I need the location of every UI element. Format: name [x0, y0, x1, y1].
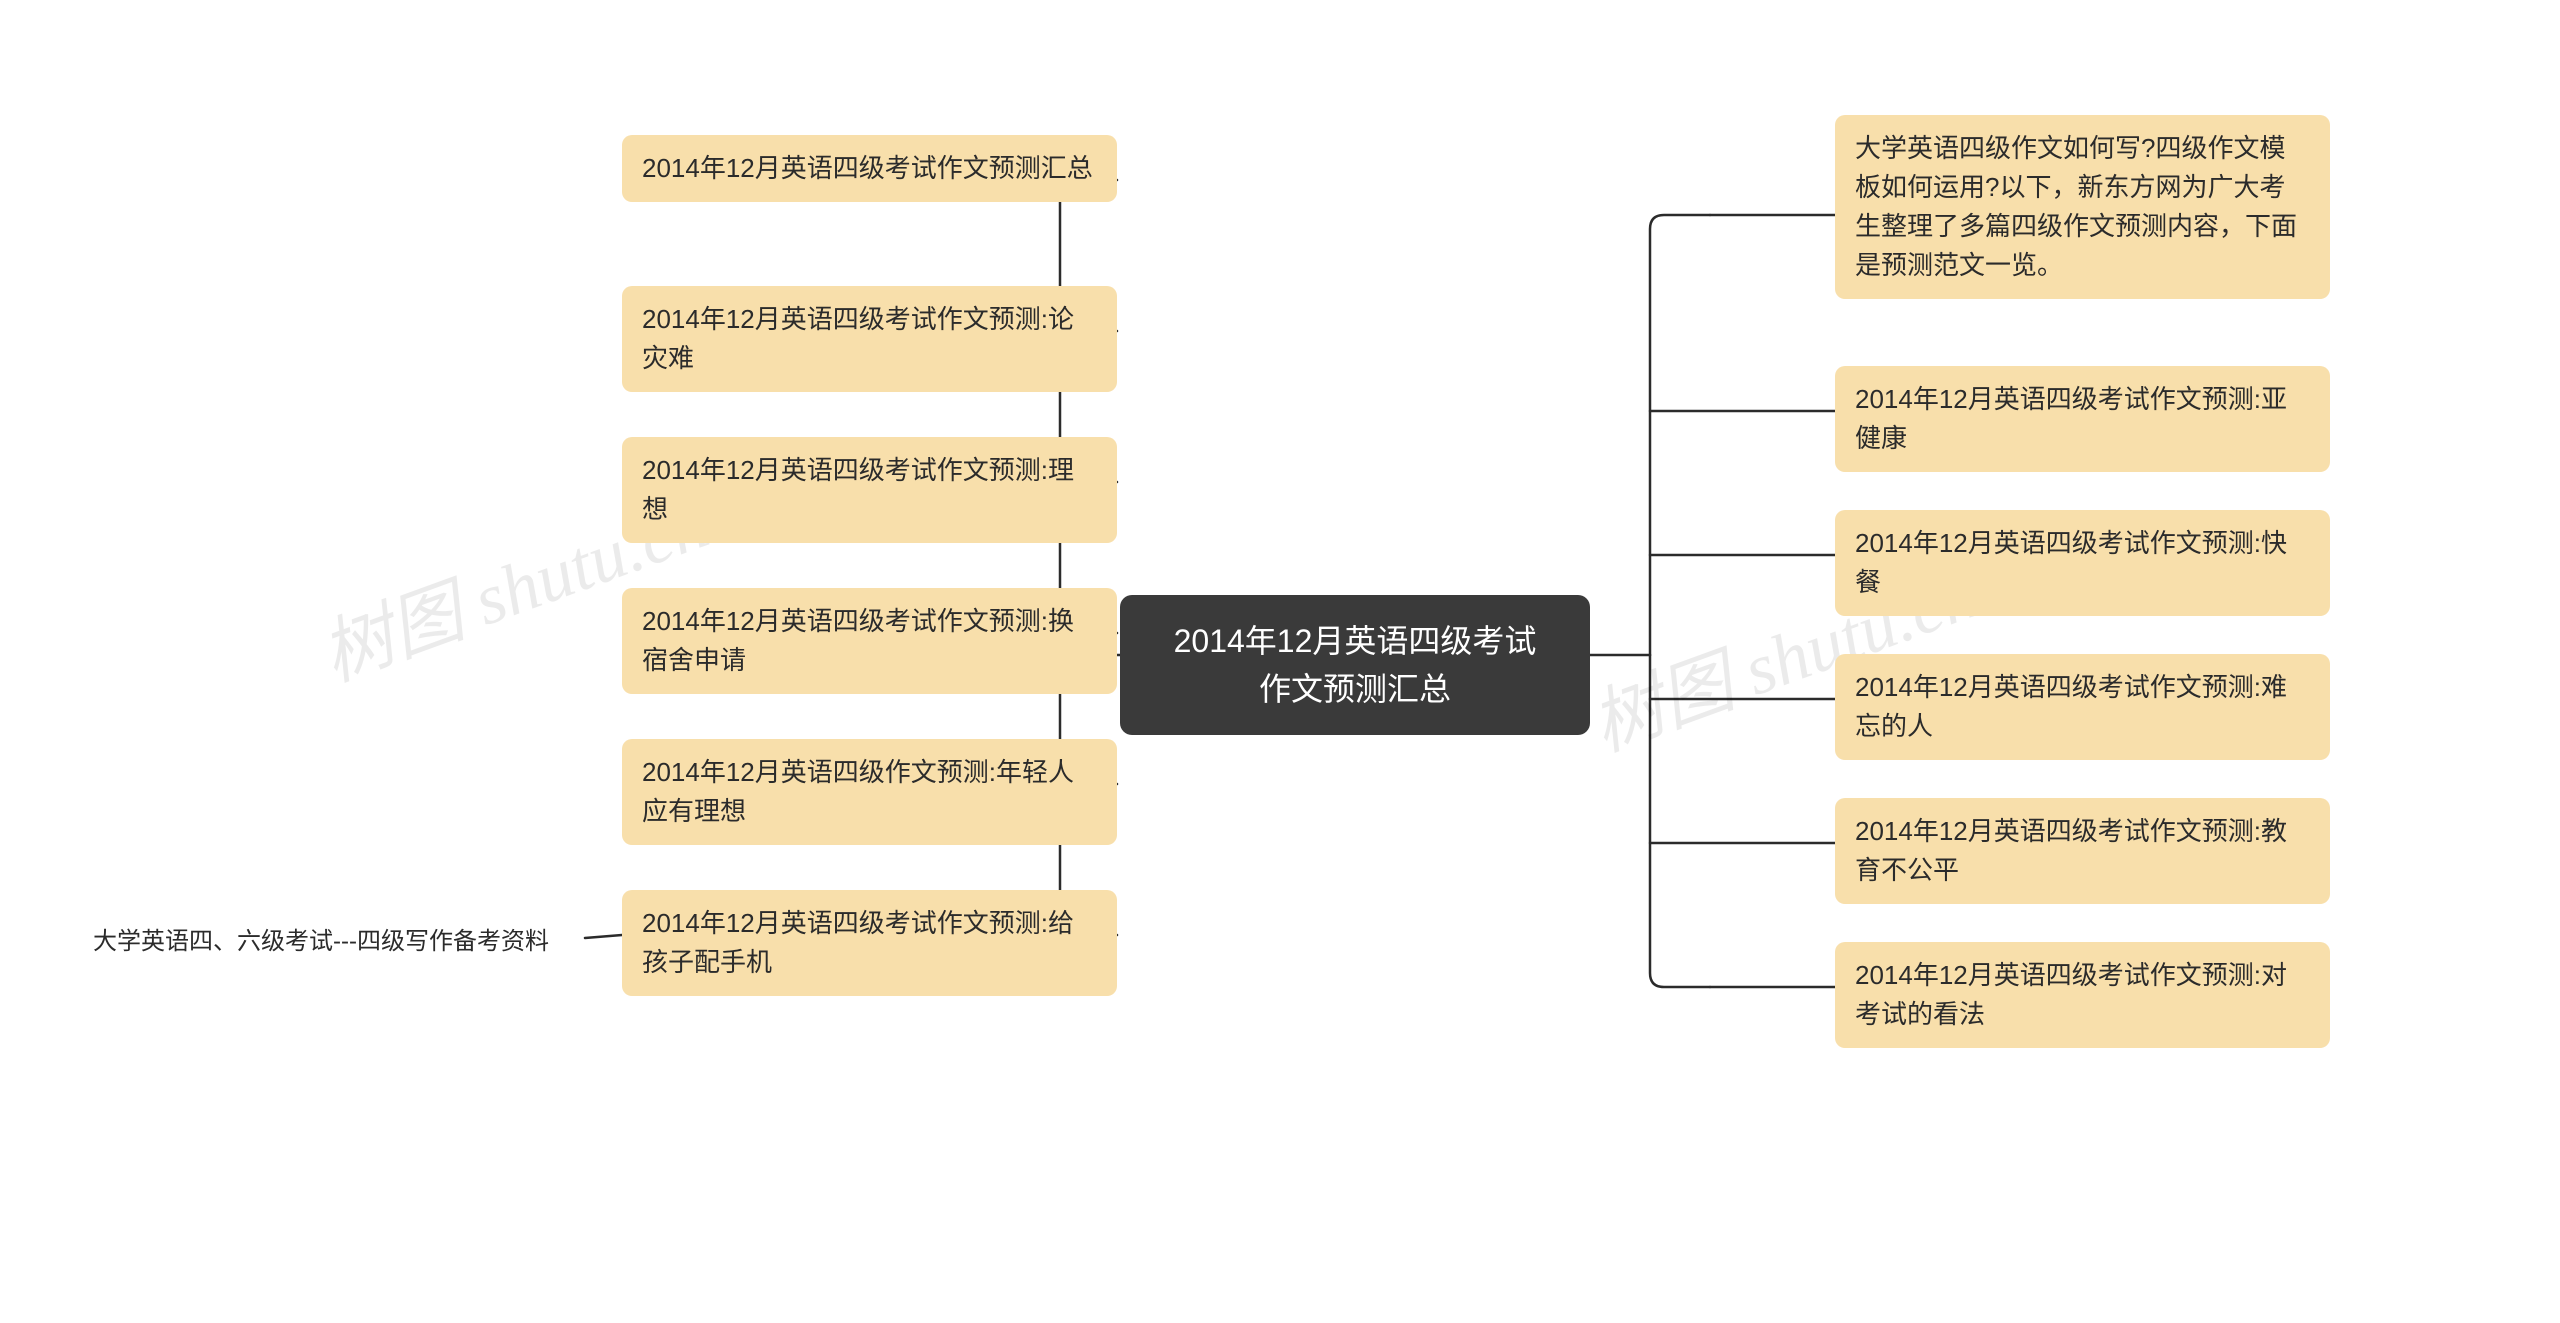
- left-branch-4[interactable]: 2014年12月英语四级作文预测:年轻人应有理想: [622, 739, 1117, 845]
- right-branch-4[interactable]: 2014年12月英语四级考试作文预测:教育不公平: [1835, 798, 2330, 904]
- left-branch-3[interactable]: 2014年12月英语四级考试作文预测:换宿舍申请: [622, 588, 1117, 694]
- right-branch-1[interactable]: 2014年12月英语四级考试作文预测:亚健康: [1835, 366, 2330, 472]
- left-branch-5[interactable]: 2014年12月英语四级考试作文预测:给孩子配手机: [622, 890, 1117, 996]
- left-branch-2[interactable]: 2014年12月英语四级考试作文预测:理想: [622, 437, 1117, 543]
- center-node[interactable]: 2014年12月英语四级考试作文预测汇总: [1120, 595, 1590, 735]
- leaf-node[interactable]: 大学英语四、六级考试---四级写作备考资料: [85, 918, 585, 966]
- left-branch-1[interactable]: 2014年12月英语四级考试作文预测:论灾难: [622, 286, 1117, 392]
- right-branch-0[interactable]: 大学英语四级作文如何写?四级作文模板如何运用?以下，新东方网为广大考生整理了多篇…: [1835, 115, 2330, 299]
- right-branch-2[interactable]: 2014年12月英语四级考试作文预测:快餐: [1835, 510, 2330, 616]
- left-branch-0[interactable]: 2014年12月英语四级考试作文预测汇总: [622, 135, 1117, 202]
- right-branch-3[interactable]: 2014年12月英语四级考试作文预测:难忘的人: [1835, 654, 2330, 760]
- mindmap-canvas: 树图 shutu.cn 树图 shutu.cn 2014年12月英语四级考试作文…: [0, 0, 2560, 1323]
- right-branch-5[interactable]: 2014年12月英语四级考试作文预测:对考试的看法: [1835, 942, 2330, 1048]
